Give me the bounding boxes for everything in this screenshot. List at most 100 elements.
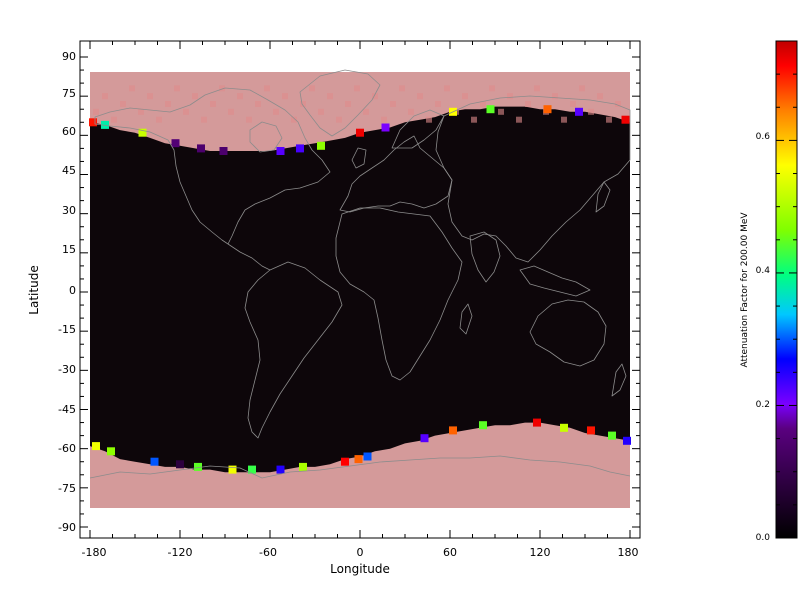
boundary-point <box>150 457 159 466</box>
speckle-dot <box>622 65 626 70</box>
speckle-dot <box>190 514 194 519</box>
speckle-dot <box>550 514 554 519</box>
speckle-dot <box>166 514 170 519</box>
speckle-dot <box>382 65 386 70</box>
speckle-block <box>480 101 486 107</box>
speckle-dot <box>574 514 578 519</box>
speckle-dot <box>274 65 278 70</box>
speckle-block <box>579 85 585 92</box>
axis-ticks <box>80 41 640 538</box>
speckle-dot <box>598 514 602 519</box>
y-tick-label: -90 <box>58 521 76 534</box>
speckle-dot <box>250 65 254 70</box>
speckle-block <box>192 93 198 100</box>
speckle-dot <box>298 65 302 70</box>
boundary-point <box>623 436 631 445</box>
speckle-block <box>183 108 189 115</box>
speckle-dot <box>154 514 158 519</box>
speckle-dot <box>286 65 290 70</box>
coastlines <box>89 69 631 479</box>
speckle-dot <box>394 514 398 519</box>
coast-asia <box>435 95 631 263</box>
speckle-block <box>255 101 261 107</box>
speckle-dot <box>202 514 206 519</box>
speckle-block <box>156 116 162 123</box>
speckle-dot <box>430 514 434 519</box>
speckle-block <box>93 108 99 115</box>
boundary-point <box>587 426 595 435</box>
coast-australia <box>529 299 607 367</box>
speckle-dot <box>478 514 482 519</box>
speckle-dot <box>346 514 350 519</box>
boundary-point <box>171 139 180 148</box>
y-axis-title: Latitude <box>27 265 41 314</box>
speckle-dot <box>502 65 506 70</box>
speckle-dot <box>406 514 410 519</box>
speckle-block <box>129 85 135 92</box>
coast-central-america <box>227 243 271 271</box>
speckle-block <box>111 116 117 123</box>
speckle-dot <box>454 65 458 70</box>
x-tick-label: 180 <box>618 546 639 559</box>
boundary-point <box>317 141 325 150</box>
boundary-point <box>219 147 228 155</box>
speckle-block <box>201 116 207 123</box>
boundary-point <box>228 465 237 474</box>
coast-africa <box>335 207 463 381</box>
speckle-block <box>462 93 468 100</box>
speckle-dot <box>106 514 110 519</box>
coast-greenland <box>299 69 381 137</box>
speckle-dot <box>610 65 614 70</box>
speckle-block <box>561 116 567 123</box>
speckle-block <box>219 85 225 92</box>
boundary-point <box>354 455 363 464</box>
speckle-block <box>363 108 369 115</box>
speckle-block <box>165 101 171 107</box>
colorbar-gradient <box>775 40 798 539</box>
speckle-dot <box>262 514 266 519</box>
boundary-point <box>449 426 457 435</box>
speckle-dot <box>214 514 218 519</box>
speckle-dot <box>250 514 254 519</box>
speckle-dot <box>586 65 590 70</box>
speckle-block <box>291 116 297 123</box>
speckle-block <box>435 101 441 107</box>
boundary-point <box>341 457 349 466</box>
speckle-dot <box>298 514 302 519</box>
speckle-block <box>390 101 396 107</box>
speckle-dot <box>430 65 434 70</box>
speckle-dot <box>514 514 518 519</box>
colorbar-tick-label: 0.2 <box>756 400 770 410</box>
boundary-point <box>560 423 568 432</box>
x-tick-label: -120 <box>168 546 193 559</box>
speckle-block <box>273 108 279 115</box>
coast-british-isles <box>351 147 367 169</box>
speckle-dot <box>274 514 278 519</box>
y-tick-label: 60 <box>62 125 76 138</box>
speckle-dot <box>238 65 242 70</box>
boundary-point <box>479 421 487 430</box>
speckle-dot <box>106 65 110 70</box>
speckle-dot <box>226 514 230 519</box>
speckle-block <box>588 108 594 115</box>
speckle-dot <box>238 514 242 519</box>
speckle-block <box>498 108 504 115</box>
speckle-dot <box>370 514 374 519</box>
speckle-dot <box>406 65 410 70</box>
boundary-point <box>486 105 495 114</box>
x-axis-title: Longitude <box>330 562 390 576</box>
speckle-dot <box>466 65 470 70</box>
x-tick-label: -180 <box>82 546 107 559</box>
speckle-block <box>489 85 495 92</box>
speckle-dot <box>334 514 338 519</box>
speckle-dot <box>562 65 566 70</box>
boundary-point <box>575 107 583 116</box>
x-tick-label: 60 <box>443 546 457 559</box>
y-tick-label: 0 <box>69 284 76 297</box>
boundary-point <box>363 452 372 461</box>
coast-hudson-bay <box>249 121 283 153</box>
speckle-dot <box>562 514 566 519</box>
speckle-block <box>615 101 621 107</box>
colorbar-title: Attenuation Factor for 200.00 MeV <box>740 212 750 368</box>
speckle-block <box>228 108 234 115</box>
